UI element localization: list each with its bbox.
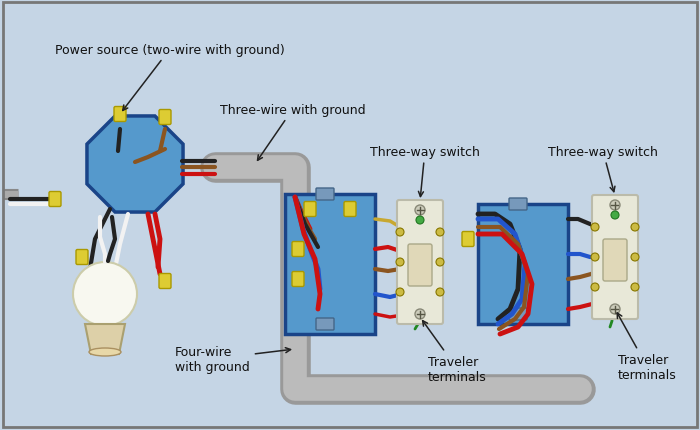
Circle shape [416, 216, 424, 224]
FancyBboxPatch shape [316, 318, 334, 330]
Circle shape [610, 200, 620, 211]
Circle shape [436, 258, 444, 266]
FancyBboxPatch shape [292, 272, 304, 287]
Circle shape [631, 283, 639, 291]
FancyBboxPatch shape [159, 274, 171, 289]
Text: Power source (two-wire with ground): Power source (two-wire with ground) [55, 43, 285, 111]
Circle shape [591, 224, 599, 231]
FancyBboxPatch shape [408, 244, 432, 286]
Circle shape [415, 309, 425, 319]
Circle shape [73, 262, 137, 326]
FancyBboxPatch shape [114, 107, 126, 122]
Circle shape [631, 253, 639, 261]
FancyBboxPatch shape [462, 232, 474, 247]
Text: Three-wire with ground: Three-wire with ground [220, 103, 365, 161]
FancyBboxPatch shape [397, 200, 443, 324]
FancyBboxPatch shape [509, 199, 527, 211]
Circle shape [396, 258, 404, 266]
Circle shape [436, 289, 444, 296]
Circle shape [415, 206, 425, 215]
Ellipse shape [89, 348, 121, 356]
Text: Traveler
terminals: Traveler terminals [617, 313, 677, 381]
FancyBboxPatch shape [49, 192, 61, 207]
FancyBboxPatch shape [344, 202, 356, 217]
Text: Traveler
terminals: Traveler terminals [423, 321, 486, 383]
FancyBboxPatch shape [292, 242, 304, 257]
FancyBboxPatch shape [316, 189, 334, 200]
Text: Three-way switch: Three-way switch [548, 145, 658, 192]
FancyBboxPatch shape [304, 202, 316, 217]
Circle shape [631, 224, 639, 231]
Text: Three-way switch: Three-way switch [370, 145, 480, 197]
Circle shape [436, 228, 444, 237]
FancyBboxPatch shape [76, 250, 88, 265]
Polygon shape [87, 117, 183, 212]
FancyBboxPatch shape [509, 308, 527, 320]
FancyBboxPatch shape [285, 194, 375, 334]
FancyBboxPatch shape [603, 240, 627, 281]
Polygon shape [85, 324, 125, 354]
FancyBboxPatch shape [478, 205, 568, 324]
Circle shape [611, 212, 619, 219]
Circle shape [591, 283, 599, 291]
Circle shape [591, 253, 599, 261]
Text: Four-wire
with ground: Four-wire with ground [175, 345, 290, 373]
FancyBboxPatch shape [159, 110, 171, 125]
Circle shape [396, 228, 404, 237]
Circle shape [396, 289, 404, 296]
Circle shape [610, 304, 620, 314]
FancyBboxPatch shape [592, 196, 638, 319]
